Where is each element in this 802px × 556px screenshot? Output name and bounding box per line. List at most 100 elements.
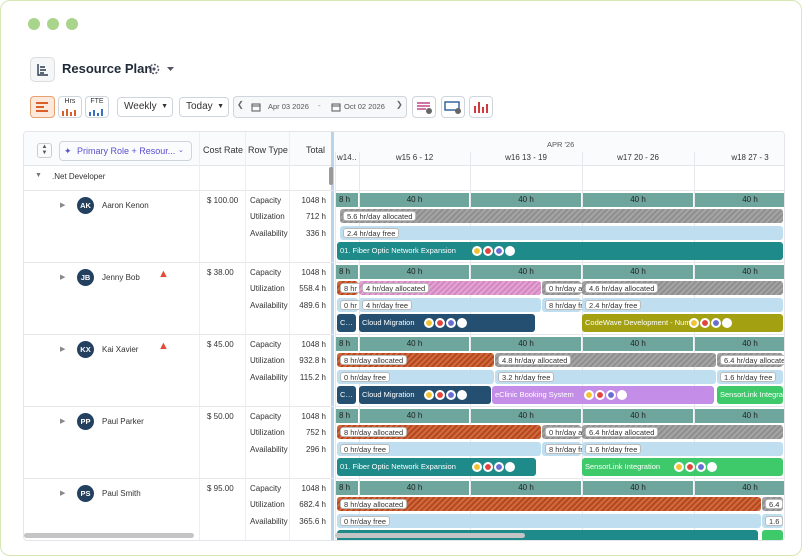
column-header: Cost Rate — [203, 145, 244, 155]
project-icon — [616, 390, 627, 400]
hrs-button[interactable]: Hrs — [58, 96, 82, 118]
view-dropdown[interactable]: Weekly ▼ — [117, 97, 173, 117]
settings-menu[interactable] — [147, 62, 179, 76]
row-total: 752 h — [305, 428, 326, 437]
project-icon — [689, 318, 700, 328]
row-total: 489.6 h — [299, 301, 326, 310]
project-bar[interactable]: CodeWave Development - Num — [582, 314, 783, 332]
project-label: 01. Fiber Optic Network Expansion — [340, 462, 456, 471]
project-bar[interactable]: C… — [337, 314, 356, 332]
column-header: Row Type — [248, 145, 288, 155]
week-label: w18 27 - 3 — [731, 153, 769, 162]
window-dot — [47, 18, 59, 30]
column-header: Total — [306, 145, 326, 155]
row-total: 1048 h — [301, 196, 326, 205]
utilization-label: 8 hr/day allocated — [340, 499, 408, 509]
row-total: 682.4 h — [299, 500, 326, 509]
expand-toggle[interactable]: ▶ — [60, 346, 66, 353]
utilization-label: 8 hr/day allocated — [340, 427, 408, 437]
capacity-cell: 8 h — [336, 409, 358, 423]
project-bar[interactable]: 01. Fiber Optic Network Expansion — [337, 458, 536, 476]
timeline-divider — [331, 132, 334, 540]
cost-rate: $ 50.00 — [207, 412, 234, 421]
expand-toggle[interactable]: ▶ — [60, 418, 66, 425]
capacity-cell: 40 h — [583, 481, 693, 495]
row-type: Capacity — [250, 196, 282, 205]
row-total: 115.2 h — [299, 373, 326, 382]
collapse-button[interactable]: ▲ ▼ — [37, 143, 52, 158]
project-bar[interactable]: 01. Fiber Optic Network Expansion — [337, 242, 783, 260]
project-bar[interactable] — [337, 530, 758, 540]
project-bar[interactable]: C… — [337, 386, 356, 404]
capacity-cell: 40 h — [583, 409, 693, 423]
project-label: Cloud Migration — [362, 390, 415, 399]
row-total: 712 h — [305, 212, 326, 221]
group-toggle[interactable]: ▼ — [35, 172, 42, 179]
row-total: 558.4 h — [299, 284, 326, 293]
row-type: Availability — [250, 517, 288, 526]
project-bar[interactable] — [762, 530, 783, 540]
utilization-bar: 6.4 hr/day allocated — [717, 353, 784, 367]
prev-arrow[interactable]: ❮ — [237, 100, 244, 109]
group-label: .Net Developer — [52, 172, 106, 181]
project-bar[interactable]: SensorLink Integratio — [717, 386, 783, 404]
utilization-label: 6.4 — [765, 499, 784, 509]
expand-toggle[interactable]: ▶ — [60, 490, 66, 497]
fte-label: FTE — [90, 98, 104, 105]
capacity-cell: 40 h — [583, 337, 693, 351]
availability-bar: 0 hr/day free — [337, 370, 494, 384]
project-bar[interactable]: Cloud Migration — [359, 314, 535, 332]
app-icon — [30, 57, 55, 82]
capacity-cell: 40 h — [583, 265, 693, 279]
view-bar-button[interactable] — [30, 96, 55, 118]
row-total: 1048 h — [301, 268, 326, 277]
utilization-bar: 0 hr/day allocated — [542, 281, 613, 295]
row-total: 1048 h — [301, 340, 326, 349]
project-bar[interactable]: Cloud Migration — [359, 386, 491, 404]
availability-label: 1.6 — [765, 516, 784, 526]
row-type: Availability — [250, 373, 288, 382]
project-bar[interactable]: eClinic Booking System — [492, 386, 714, 404]
fte-button[interactable]: FTE — [85, 96, 109, 118]
today-label: Today — [186, 101, 213, 112]
row-type: Availability — [250, 301, 288, 310]
today-dropdown[interactable]: Today ▼ — [179, 97, 229, 117]
row-total: 1048 h — [301, 484, 326, 493]
project-icon — [445, 390, 456, 400]
row-total: 932.8 h — [299, 356, 326, 365]
project-icon — [482, 246, 493, 256]
row-total: 1048 h — [301, 412, 326, 421]
project-icon — [722, 318, 733, 328]
group-by-dropdown[interactable]: Primary Role + Resour... ⌄ ✦ — [59, 141, 192, 161]
tool-button[interactable] — [469, 96, 493, 118]
next-arrow[interactable]: ❯ — [396, 100, 403, 109]
tool-button[interactable] — [441, 96, 465, 118]
date-range[interactable]: ❮ Apr 03 2026 - Oct 02 2026 ❯ — [233, 96, 407, 118]
hrs-label: Hrs — [64, 98, 76, 105]
cost-rate: $ 100.00 — [207, 196, 239, 205]
availability-label: 3.2 hr/day free — [498, 372, 555, 382]
capacity-cell: 40 h — [471, 337, 581, 351]
project-bar[interactable]: SensorLink Integration — [582, 458, 783, 476]
expand-toggle[interactable]: ▶ — [60, 202, 66, 209]
utilization-label: 8 hr — [340, 283, 361, 293]
row-total: 296 h — [305, 445, 326, 454]
project-label: C… — [340, 318, 353, 327]
row-type: Utilization — [250, 500, 285, 509]
availability-bar: 8 hr/day free — [542, 442, 596, 456]
tool-button[interactable] — [412, 96, 436, 118]
availability-bar: 3.2 hr/day free — [495, 370, 716, 384]
utilization-label: 6.4 hr/day allocated — [585, 427, 659, 437]
expand-toggle[interactable]: ▶ — [60, 274, 66, 281]
week-label: w15 6 - 12 — [395, 153, 434, 162]
capacity-cell: 8 h — [336, 337, 358, 351]
capacity-cell: 8 h — [336, 265, 358, 279]
project-icon — [684, 462, 695, 472]
project-label: CodeWave Development - Num — [585, 318, 691, 327]
week-divider — [359, 152, 360, 540]
avatar: PS — [77, 485, 94, 502]
resource-name: Kai Xavier — [102, 345, 139, 354]
capacity-cell: 40 h — [695, 409, 784, 423]
row-type: Capacity — [250, 484, 282, 493]
